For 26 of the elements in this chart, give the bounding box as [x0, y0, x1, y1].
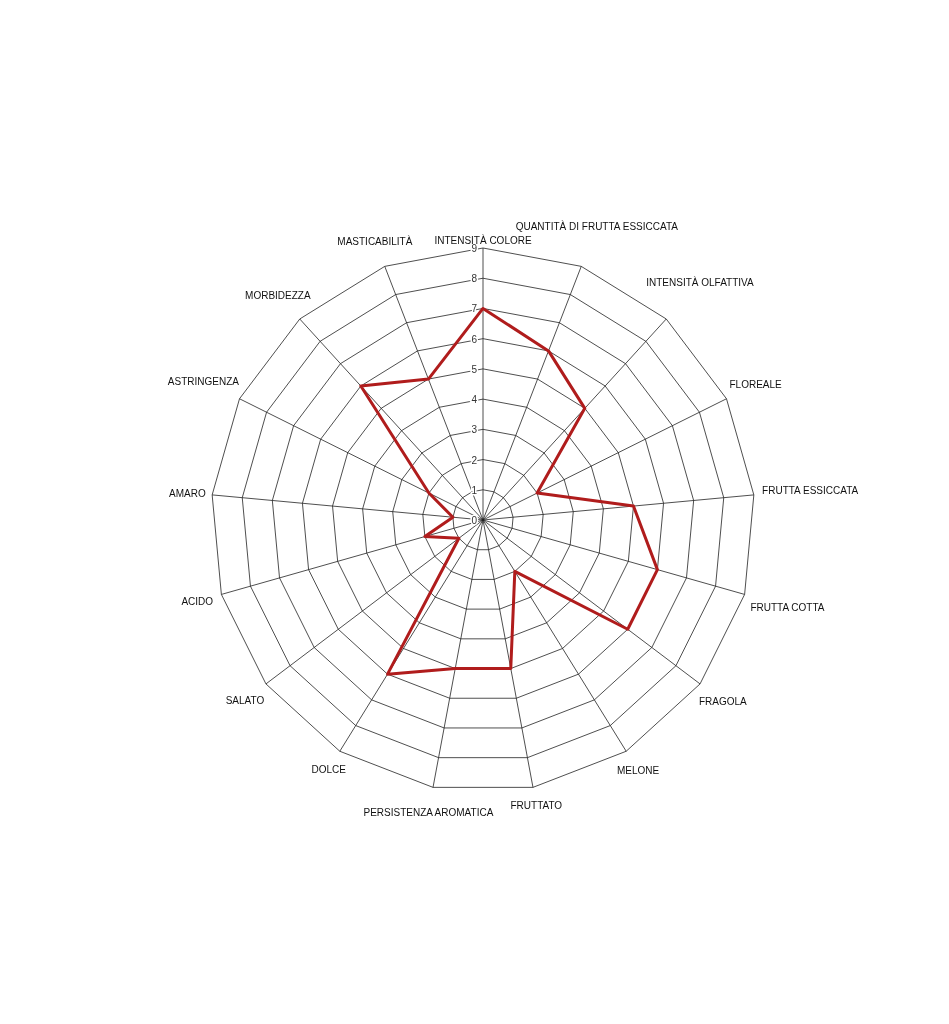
spoke-label: FLOREALE	[729, 379, 783, 391]
y-tick-label: 8	[471, 273, 478, 285]
spoke-label: ACIDO	[181, 596, 214, 608]
spoke-label: INTENSITÀ OLFATTIVA	[646, 275, 755, 288]
spoke-label: QUANTITÀ DI FRUTTA ESSICCATA	[515, 220, 679, 233]
spoke-label: FRUTTA ESSICCATA	[762, 484, 859, 496]
spoke-label: ASTRINGENZA	[167, 375, 240, 387]
spoke-label: INTENSITÀ COLORE	[434, 234, 532, 246]
spoke-label: FRAGOLA	[698, 696, 748, 708]
spoke-label: FRUTTATO	[510, 800, 563, 812]
y-tick-label: 7	[471, 303, 478, 315]
y-tick-label: 2	[471, 454, 478, 466]
y-tick-label: 9	[471, 243, 478, 254]
y-tick-label: 5	[471, 363, 478, 375]
spoke-label: PERSISTENZA AROMATICA	[363, 807, 494, 819]
y-tick-label: 6	[471, 333, 478, 345]
y-tick-label: 1	[471, 484, 478, 496]
spoke-label: MELONE	[616, 765, 660, 777]
spoke-label: DOLCE	[311, 764, 347, 776]
y-tick-label: 3	[471, 424, 478, 436]
spoke-label: MASTICABILITÀ	[337, 234, 413, 247]
spoke-label: AMARO	[169, 487, 207, 499]
spoke-label: FRUTTA COTTA	[750, 601, 825, 613]
y-tick-label: 0	[471, 515, 478, 526]
spoke-label: MORBIDEZZA	[245, 289, 311, 301]
spoke-label: SALATO	[225, 694, 265, 706]
